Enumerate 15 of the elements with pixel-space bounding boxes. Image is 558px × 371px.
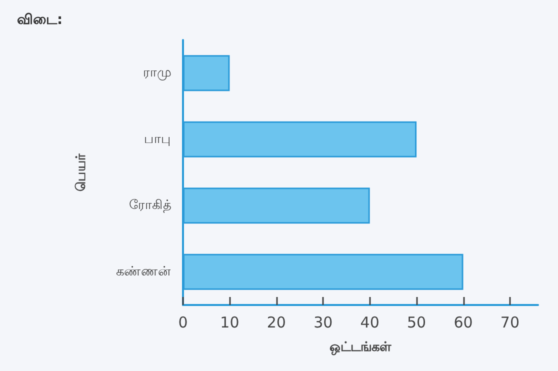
- text: விடை:: [17, 12, 63, 28]
- x-tick-label: 60: [454, 314, 473, 332]
- y-tick-label: ராமு: [143, 66, 171, 81]
- x-tick-label: 50: [407, 314, 426, 332]
- y-axis-title: பெயர்: [74, 154, 89, 192]
- x-axis-title: ஒட்டங்கள்: [330, 340, 392, 355]
- x-tick-label: 70: [500, 314, 520, 332]
- x-tick-label: 30: [314, 314, 333, 332]
- y-tick-label: ரோகித்: [129, 198, 171, 214]
- x-tick-label: 20: [266, 314, 286, 332]
- x-tick-label: 0: [178, 314, 188, 332]
- x-tick-label: 40: [360, 314, 380, 332]
- y-tick-label: பாபு: [144, 132, 171, 147]
- x-tick-label: 10: [220, 314, 240, 332]
- y-tick-label: கண்ணன்: [116, 264, 171, 280]
